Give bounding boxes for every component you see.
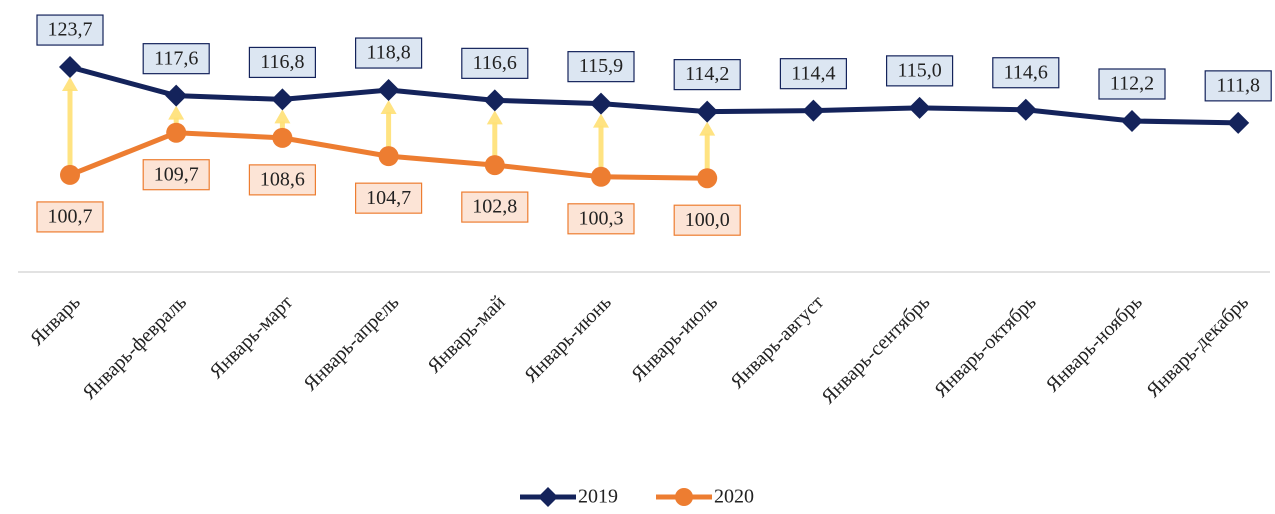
point [166,122,187,143]
data-label: 115,9 [579,55,623,77]
data-label-box [248,164,316,196]
data-label: 114,2 [685,63,729,85]
data-label: 112,2 [1110,73,1154,95]
data-label: 117,6 [154,47,198,69]
point [697,168,718,189]
data-label: 108,6 [260,168,305,190]
point [378,146,399,167]
data-label: 111,8 [1216,74,1260,96]
data-label-box [461,191,529,223]
point [908,96,931,119]
point [1014,98,1037,121]
data-label-box [355,182,423,214]
data-label: 100,7 [48,206,93,228]
change-arrow-head [62,77,78,92]
data-label-box [142,43,210,75]
change-arrow-head [380,100,397,115]
data-label-box [673,59,741,91]
x-tick-label: Январь [26,291,85,350]
x-tick-label: Январь-июнь [520,291,616,387]
data-label: 109,7 [154,163,199,185]
x-tick-label: Январь-октябрь [930,291,1041,402]
x-tick-label: Январь-ноябрь [1042,291,1147,396]
change-arrow-head [593,113,609,128]
data-label: 116,8 [260,51,304,73]
change-arrow-head [699,121,716,136]
data-label-box [36,201,104,233]
data-label-box [1098,68,1166,100]
x-tick-label: Январь-февраль [78,291,191,404]
point [1121,109,1143,132]
data-label-box [992,57,1060,89]
x-tick-label: Январь-март [205,291,297,383]
x-tick-label: Январь-декабрь [1142,291,1253,402]
point [483,89,506,112]
data-label-box [567,51,635,83]
data-label-box [36,14,104,46]
point [696,100,719,123]
data-label: 116,6 [473,52,517,74]
data-label-box [567,203,635,235]
series-line [69,64,1239,126]
change-arrow-head [274,109,291,124]
x-tick-label: Январь-август [726,291,828,393]
data-label: 100,3 [579,207,624,229]
point [272,127,293,148]
data-label: 102,8 [472,196,517,218]
point [802,99,825,122]
point [377,79,400,102]
point [60,164,80,185]
point [271,88,294,111]
data-label: 114,6 [1004,61,1048,83]
data-label-box [248,46,316,79]
data-label: 114,4 [791,62,835,84]
legend-marker [538,487,558,507]
data-label-box [885,55,954,87]
point [484,155,505,176]
change-arrow-head [168,105,185,120]
change-arrow-head [486,110,503,125]
point [59,56,81,79]
point [1227,111,1250,134]
legend-label: 2020 [714,486,754,508]
point [165,84,188,107]
x-tick-label: Январь-июль [627,291,722,386]
data-label-box [355,37,423,69]
data-label: 104,7 [366,187,411,209]
point [590,92,612,115]
data-label-box [1204,70,1272,102]
point [591,166,611,187]
legend-marker [675,488,693,506]
x-tick-label: Январь-май [423,291,509,377]
data-label-box [142,159,210,191]
data-label-box [461,47,529,79]
data-label: 123,7 [48,19,93,41]
data-label: 100,0 [685,209,730,231]
legend-label: 2019 [578,486,618,508]
x-tick-label: Январь-сентябрь [817,291,934,408]
data-label-box [673,204,741,236]
data-label: 118,8 [366,42,410,64]
data-label-box [779,58,848,90]
x-tick-label: Январь-апрель [299,291,403,395]
data-label: 115,0 [897,59,941,81]
